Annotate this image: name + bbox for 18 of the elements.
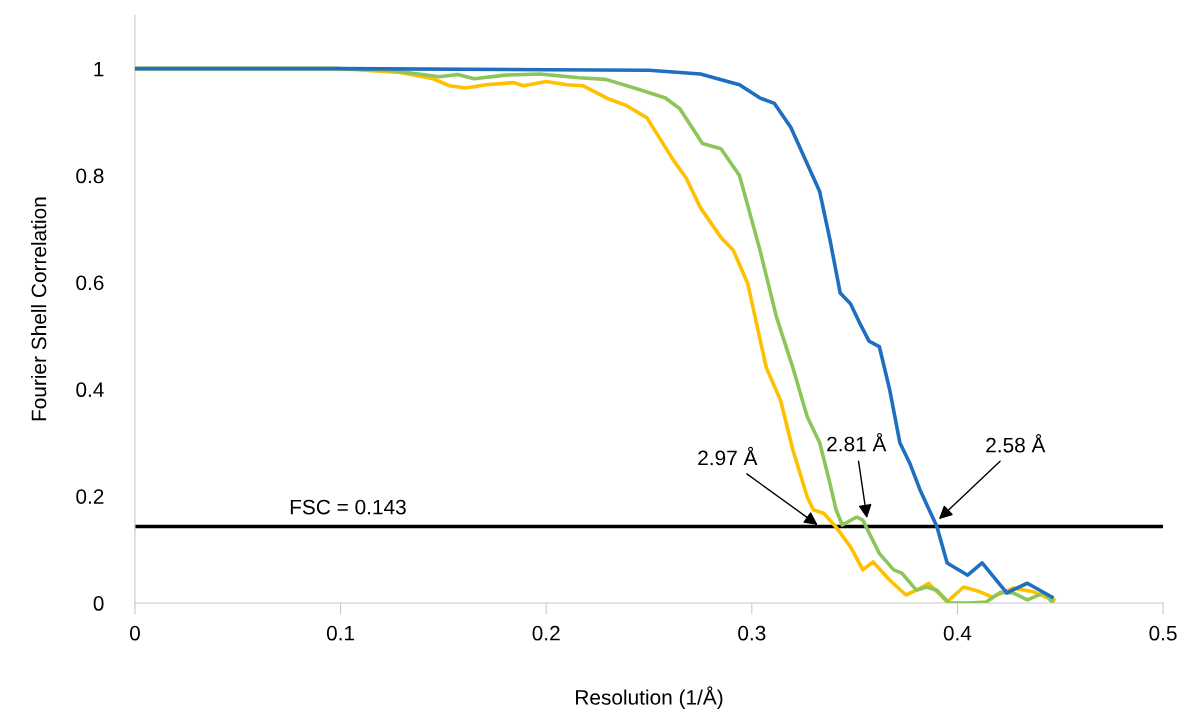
x-tick-label: 0.5 (1149, 625, 1177, 641)
x-tick-label: 0.4 (943, 625, 972, 641)
y-tick-label: 0 (93, 596, 104, 611)
y-tick-label: 0.8 (76, 168, 104, 184)
x-tick-label: 0.1 (326, 625, 355, 641)
y-tick-label: 0.6 (76, 275, 104, 291)
y-tick-label: 1 (94, 61, 104, 77)
x-tick-label: 0.3 (738, 625, 766, 641)
annotation: 2.81 Å (827, 432, 887, 452)
x-axis-title: Resolution (1/Å) (576, 686, 723, 709)
y-tick-label: 0.2 (76, 489, 104, 504)
annotation: 2.97 Å (698, 446, 758, 466)
y-axis-title: Fourier Shell Correlation (31, 197, 47, 421)
annotation: 2.58 Å (986, 434, 1046, 453)
y-tick-label: 0.4 (76, 382, 104, 398)
x-tick-label: 0.2 (532, 625, 560, 641)
ref-line-label: FSC = 0.143 (290, 499, 406, 515)
x-tick-label: 0 (129, 625, 140, 641)
